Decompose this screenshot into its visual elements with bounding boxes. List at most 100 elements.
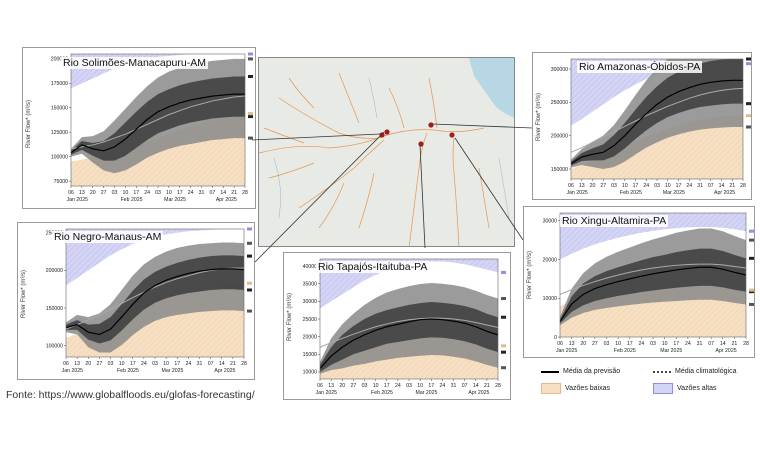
climatology-line — [559, 263, 747, 295]
legend-label-high-flows: Vazões altas — [677, 385, 717, 392]
high-flow-area — [571, 59, 743, 126]
x-month-label: Apr 2025 — [214, 368, 235, 374]
forecast-mean-line — [70, 93, 245, 154]
x-tick-label: 10 — [615, 341, 621, 347]
marker-inner-high — [746, 57, 751, 61]
station-marker-negro — [384, 129, 390, 135]
x-tick-label: 27 — [600, 183, 606, 189]
chart-svg-solimoes: 75000 100000 125000 150000 175000 200000 06 13 2… — [51, 52, 253, 203]
station-marker-tapajos — [418, 141, 424, 147]
legend-item-low-flows: Vazões baixas — [541, 383, 610, 394]
x-tick-label: 21 — [484, 383, 490, 389]
y-tick-label: 150000 — [551, 167, 568, 173]
x-month-label: Jan 2025 — [62, 368, 83, 374]
x-tick-label: 06 — [68, 190, 74, 196]
marker-low — [749, 288, 754, 292]
x-tick-label: 10 — [122, 190, 128, 196]
y-tick-label: 15000 — [303, 352, 318, 358]
y-tick-label: 175000 — [51, 81, 68, 87]
y-tick-label: 200000 — [46, 268, 63, 274]
ensemble-inner-band — [66, 255, 244, 344]
x-tick-label: 03 — [112, 190, 118, 196]
marker-outer-high — [501, 297, 506, 301]
chart-svg-tapajos: 10000 15000 20000 25000 30000 35000 40000 06 13 2… — [303, 258, 506, 396]
marker-low — [501, 344, 506, 348]
legend-label-forecast-mean: Média da previsão — [563, 368, 621, 375]
y-tick-label: 150000 — [46, 306, 63, 312]
chart-panel-xingu: 0 10000 20000 30000 06 13 20 27 03 10 17 24 03 10 17 24… — [523, 206, 755, 358]
forecast-mean-line — [559, 266, 747, 322]
x-tick-label: 31 — [199, 190, 205, 196]
climatology-line — [319, 317, 499, 348]
marker-low — [247, 281, 252, 285]
x-tick-label: 31 — [697, 183, 703, 189]
station-marker-xingu — [449, 132, 455, 138]
x-tick-label: 21 — [731, 341, 737, 347]
x-tick-label: 17 — [130, 361, 136, 367]
chart-title-tapajos: Rio Tapajós-Itaituba-PA — [316, 261, 430, 273]
forecast-mean-line — [319, 318, 499, 369]
marker-inner-high — [501, 315, 506, 319]
x-tick-label: 17 — [174, 361, 180, 367]
y-axis-label-solimoes: River Flow* (m³/s) — [26, 100, 32, 148]
x-tick-label: 24 — [141, 361, 147, 367]
y-tick-label: 250000 — [551, 100, 568, 106]
x-tick-label: 24 — [188, 190, 194, 196]
marker-outer-low — [501, 366, 506, 370]
x-tick-label: 06 — [568, 183, 574, 189]
x-tick-label: 17 — [428, 383, 434, 389]
x-tick-label: 03 — [611, 183, 617, 189]
x-tick-label: 24 — [395, 383, 401, 389]
x-month-label: Apr 2025 — [716, 348, 737, 354]
marker-inner-high — [248, 74, 253, 78]
y-tick-label: 200000 — [51, 57, 68, 63]
chart-svg-amazonas: 150000 200000 250000 300000 06 13 20 27 03 10 17 24… — [551, 57, 751, 196]
ensemble-inner-band — [571, 59, 743, 166]
marker-outer-low — [248, 136, 253, 140]
x-tick-label: 28 — [495, 383, 501, 389]
x-tick-label: 03 — [362, 383, 368, 389]
x-tick-label: 10 — [373, 383, 379, 389]
x-month-label: Apr 2025 — [468, 390, 489, 396]
x-tick-label: 24 — [686, 183, 692, 189]
forecast-mean-line — [65, 268, 245, 336]
x-tick-label: 27 — [350, 383, 356, 389]
x-tick-label: 03 — [155, 190, 161, 196]
marker-outer-low — [247, 309, 252, 313]
marker-inner-low — [247, 288, 252, 292]
x-tick-label: 03 — [650, 341, 656, 347]
climatology-line — [570, 87, 744, 153]
x-month-label: Jan 2025 — [566, 190, 587, 196]
marker-high — [749, 229, 754, 233]
x-month-label: Mar 2025 — [663, 190, 685, 196]
climatology-line — [70, 95, 246, 150]
x-tick-label: 07 — [708, 183, 714, 189]
x-tick-label: 17 — [627, 341, 633, 347]
x-tick-label: 20 — [85, 361, 91, 367]
source-caption: Fonte: https://www.globalfloods.eu/glofa… — [6, 389, 255, 401]
x-tick-label: 28 — [743, 341, 749, 347]
x-tick-label: 03 — [604, 341, 610, 347]
x-tick-label: 24 — [643, 183, 649, 189]
y-tick-label: 30000 — [303, 299, 318, 305]
x-tick-label: 27 — [592, 341, 598, 347]
x-tick-label: 10 — [417, 383, 423, 389]
x-tick-label: 28 — [241, 361, 247, 367]
y-axis-label-amazonas: River Flow* (m³/s) — [536, 93, 542, 141]
y-tick-label: 125000 — [51, 130, 68, 136]
x-tick-label: 28 — [242, 190, 248, 196]
station-marker-solimoes — [379, 132, 385, 138]
x-month-label: Jan 2025 — [556, 348, 577, 354]
x-tick-label: 13 — [74, 361, 80, 367]
x-month-label: Jan 2025 — [67, 197, 88, 203]
x-tick-label: 10 — [665, 183, 671, 189]
y-axis-label-negro: River Flow* (m³/s) — [21, 270, 27, 318]
marker-low — [248, 112, 253, 116]
station-marker-amazonas — [428, 122, 434, 128]
chart-title-xingu: Rio Xingu-Altamira-PA — [560, 215, 669, 227]
map-svg — [259, 58, 514, 246]
marker-outer-low — [746, 125, 751, 129]
x-tick-label: 13 — [79, 190, 85, 196]
x-tick-label: 24 — [439, 383, 445, 389]
x-tick-label: 24 — [638, 341, 644, 347]
